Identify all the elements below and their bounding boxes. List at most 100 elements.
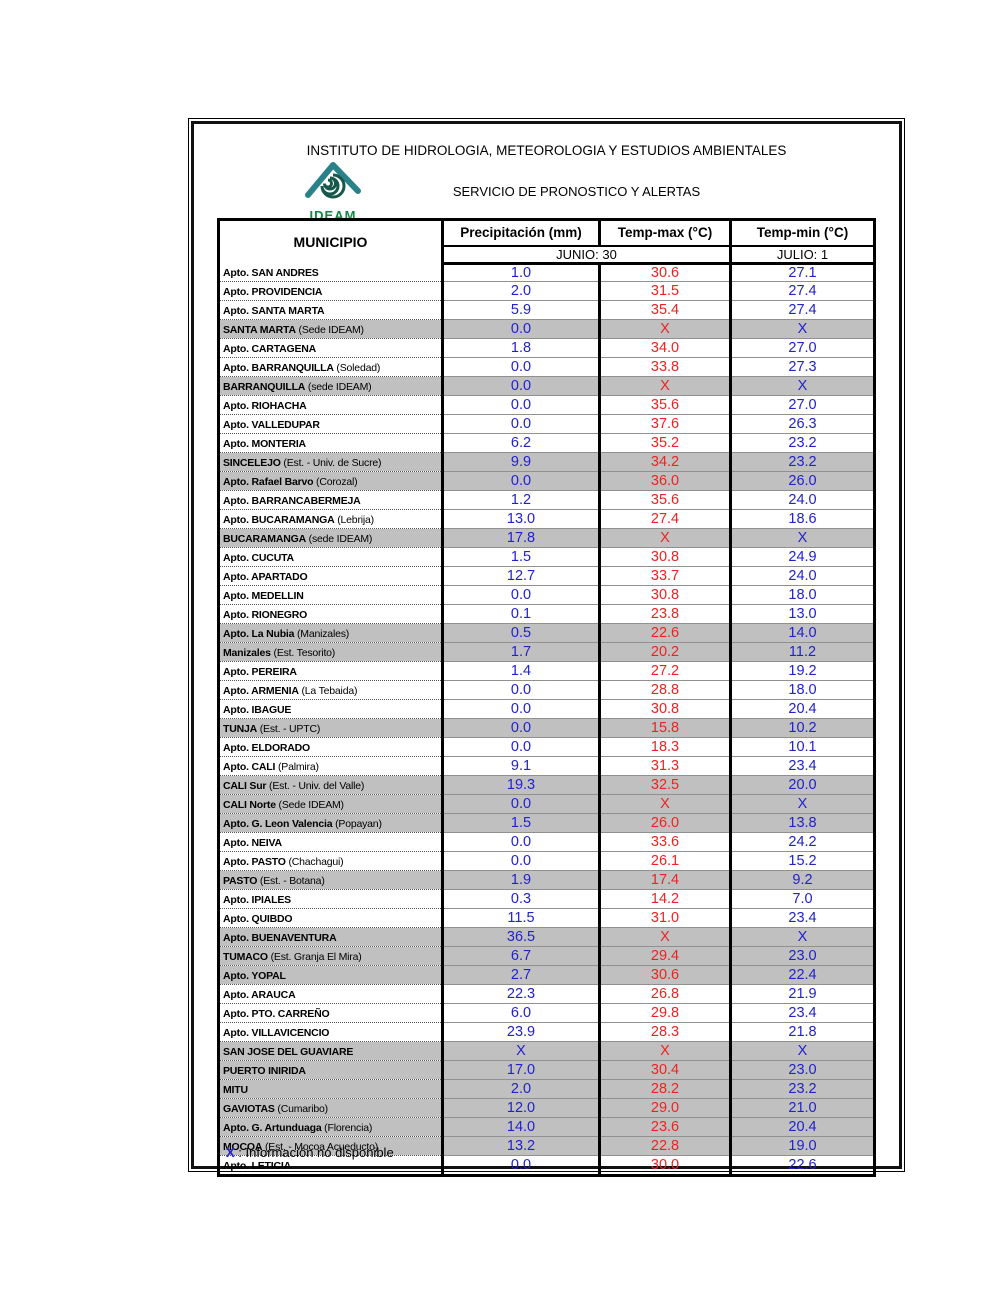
municipio-cell: BARRANQUILLA (sede IDEAM) xyxy=(218,376,443,396)
table-row: Apto. Rafael Barvo (Corozal) 0.0 36.0 26.0 xyxy=(218,471,875,491)
municipio-cell: TUNJA (Est. - UPTC) xyxy=(218,718,443,738)
municipio-name: TUMACO xyxy=(223,951,268,963)
table-row: SINCELEJO (Est. - Univ. de Sucre) 9.9 34.2… xyxy=(218,452,875,472)
precipitation-value: 14.0 xyxy=(441,1117,600,1137)
precipitation-value: 36.5 xyxy=(441,927,600,947)
precipitation-value: 0.0 xyxy=(441,737,600,757)
precipitation-value: 0.0 xyxy=(441,395,600,415)
legend-note: X : Información no disponible xyxy=(226,1145,394,1160)
municipio-name: MOCOA xyxy=(223,1141,263,1153)
temp-min-value: 27.4 xyxy=(729,300,875,320)
temp-max-value: 30.4 xyxy=(598,1060,731,1080)
column-header-municipio: MUNICIPIO xyxy=(218,219,444,263)
column-header-temp-min: Temp-min (°C) xyxy=(729,219,875,247)
table-row: Apto. PASTO (Chachagui) 0.0 26.1 15.2 xyxy=(218,851,875,871)
precipitation-value: 19.3 xyxy=(441,775,600,795)
table-row: TUMACO (Est. Granja El Mira) 6.7 29.4 23.0 xyxy=(218,946,875,966)
municipio-name: Apto. SANTA MARTA xyxy=(223,305,325,317)
temp-min-value: 22.4 xyxy=(729,965,875,985)
municipio-name: PASTO xyxy=(223,875,258,887)
temp-min-value: 14.0 xyxy=(729,623,875,643)
temp-max-value: 30.8 xyxy=(598,699,731,719)
precipitation-value: 9.9 xyxy=(441,452,600,472)
municipio-qualifier: (sede IDEAM) xyxy=(305,381,372,393)
temp-max-value: 26.8 xyxy=(598,984,731,1004)
precipitation-value: 1.9 xyxy=(441,870,600,890)
temp-max-value: 17.4 xyxy=(598,870,731,890)
temp-min-value: 18.0 xyxy=(729,680,875,700)
table-row: Apto. ELDORADO 0.0 18.3 10.1 xyxy=(218,737,875,757)
table-row: Apto. QUIBDO 11.5 31.0 23.4 xyxy=(218,908,875,928)
temp-min-value: 27.1 xyxy=(729,263,875,282)
temp-min-value: 23.0 xyxy=(729,1060,875,1080)
municipio-name: Apto. NEIVA xyxy=(223,837,282,849)
table-row: Apto. BARRANQUILLA (Soledad) 0.0 33.8 27.3 xyxy=(218,357,875,377)
temp-min-value: X xyxy=(729,794,875,814)
precipitation-value: 9.1 xyxy=(441,756,600,776)
precipitation-value: 1.4 xyxy=(441,661,600,681)
temp-max-value: 36.0 xyxy=(598,471,731,491)
temp-min-value: 27.0 xyxy=(729,338,875,358)
municipio-cell: Apto. NEIVA xyxy=(218,832,443,852)
temp-min-value: 13.0 xyxy=(729,604,875,624)
table-row: Apto. LETICIA 0.0 30.0 22.6 xyxy=(219,1155,875,1176)
precipitation-value: 6.7 xyxy=(441,946,600,966)
municipio-cell: SINCELEJO (Est. - Univ. de Sucre) xyxy=(218,452,443,472)
municipio-cell: Manizales (Est. Tesorito) xyxy=(218,642,443,662)
temp-max-value: 33.8 xyxy=(598,357,731,377)
table-row: MOCOA (Est. - Mocoa Acueducto) 13.2 22.8 19… xyxy=(218,1136,875,1156)
municipio-qualifier: (Est. Granja El Mira) xyxy=(267,951,362,963)
temp-max-value: 30.8 xyxy=(598,547,731,567)
table-row: Apto. APARTADO 12.7 33.7 24.0 xyxy=(218,566,875,586)
temp-max-value: 20.2 xyxy=(598,642,731,662)
temp-max-value: 15.8 xyxy=(598,718,731,738)
temp-max-value: X xyxy=(598,1041,731,1061)
temp-max-value: 35.4 xyxy=(598,300,731,320)
municipio-cell: GAVIOTAS (Cumaribo) xyxy=(218,1098,443,1118)
municipio-qualifier: (Cumaribo) xyxy=(274,1103,328,1115)
precipitation-value: 0.0 xyxy=(441,357,600,377)
precipitation-value: 1.0 xyxy=(441,263,600,282)
temp-max-value: 31.3 xyxy=(598,756,731,776)
precipitation-value: 6.2 xyxy=(441,433,600,453)
precipitation-value: X xyxy=(441,1041,600,1061)
temp-max-value: 32.5 xyxy=(598,775,731,795)
precipitation-value: 6.0 xyxy=(441,1003,600,1023)
municipio-name: GAVIOTAS xyxy=(223,1103,275,1115)
municipio-qualifier: (sede IDEAM) xyxy=(305,533,373,545)
table-row: Apto. BUENAVENTURA 36.5 X X xyxy=(218,927,875,947)
temp-min-value: X xyxy=(729,927,875,947)
temp-min-value: 20.4 xyxy=(729,699,875,719)
municipio-name: Apto. G. Artunduaga xyxy=(223,1122,322,1134)
municipio-name: Apto. MONTERIA xyxy=(223,438,306,450)
temp-min-value: X xyxy=(729,376,875,396)
precipitation-value: 0.0 xyxy=(441,699,600,719)
precipitation-value: 0.0 xyxy=(441,794,600,814)
table-row: Apto. PROVIDENCIA 2.0 31.5 27.4 xyxy=(218,281,875,301)
municipio-qualifier: (Est. - Univ. del Valle) xyxy=(266,780,365,792)
temp-max-value: 35.2 xyxy=(598,433,731,453)
ideam-logo-icon xyxy=(305,162,361,199)
precipitation-value: 2.0 xyxy=(441,1079,600,1099)
temp-max-value: 22.6 xyxy=(598,623,731,643)
temp-max-value: 35.6 xyxy=(598,490,731,510)
municipio-name: Apto. CALI xyxy=(223,761,276,773)
table-row: Apto. CALI (Palmira) 9.1 31.3 23.4 xyxy=(218,756,875,776)
municipio-cell: Apto. BARRANCABERMEJA xyxy=(218,490,443,510)
table-row: PASTO (Est. - Botana) 1.9 17.4 9.2 xyxy=(218,870,875,890)
table-row: TUNJA (Est. - UPTC) 0.0 15.8 10.2 xyxy=(218,718,875,738)
table-row: Apto. RIONEGRO 0.1 23.8 13.0 xyxy=(218,604,875,624)
municipio-cell: Apto. QUIBDO xyxy=(218,908,443,928)
temp-max-value: 30.0 xyxy=(598,1155,731,1176)
municipio-cell: Apto. ARAUCA xyxy=(218,984,443,1004)
table-row: Apto. NEIVA 0.0 33.6 24.2 xyxy=(218,832,875,852)
report-frame: INSTITUTO DE HIDROLOGIA, METEOROLOGIA Y … xyxy=(188,118,905,1177)
temp-max-value: 29.0 xyxy=(598,1098,731,1118)
logo-roof-shape xyxy=(305,162,361,198)
precipitation-value: 22.3 xyxy=(441,984,600,1004)
report-title: INSTITUTO DE HIDROLOGIA, METEOROLOGIA Y … xyxy=(306,143,787,158)
municipio-name: PUERTO INIRIDA xyxy=(223,1065,306,1077)
municipio-name: Apto. PTO. CARREÑO xyxy=(223,1008,330,1020)
temp-min-value: 11.2 xyxy=(729,642,875,662)
temp-min-value: 23.2 xyxy=(729,1079,875,1099)
